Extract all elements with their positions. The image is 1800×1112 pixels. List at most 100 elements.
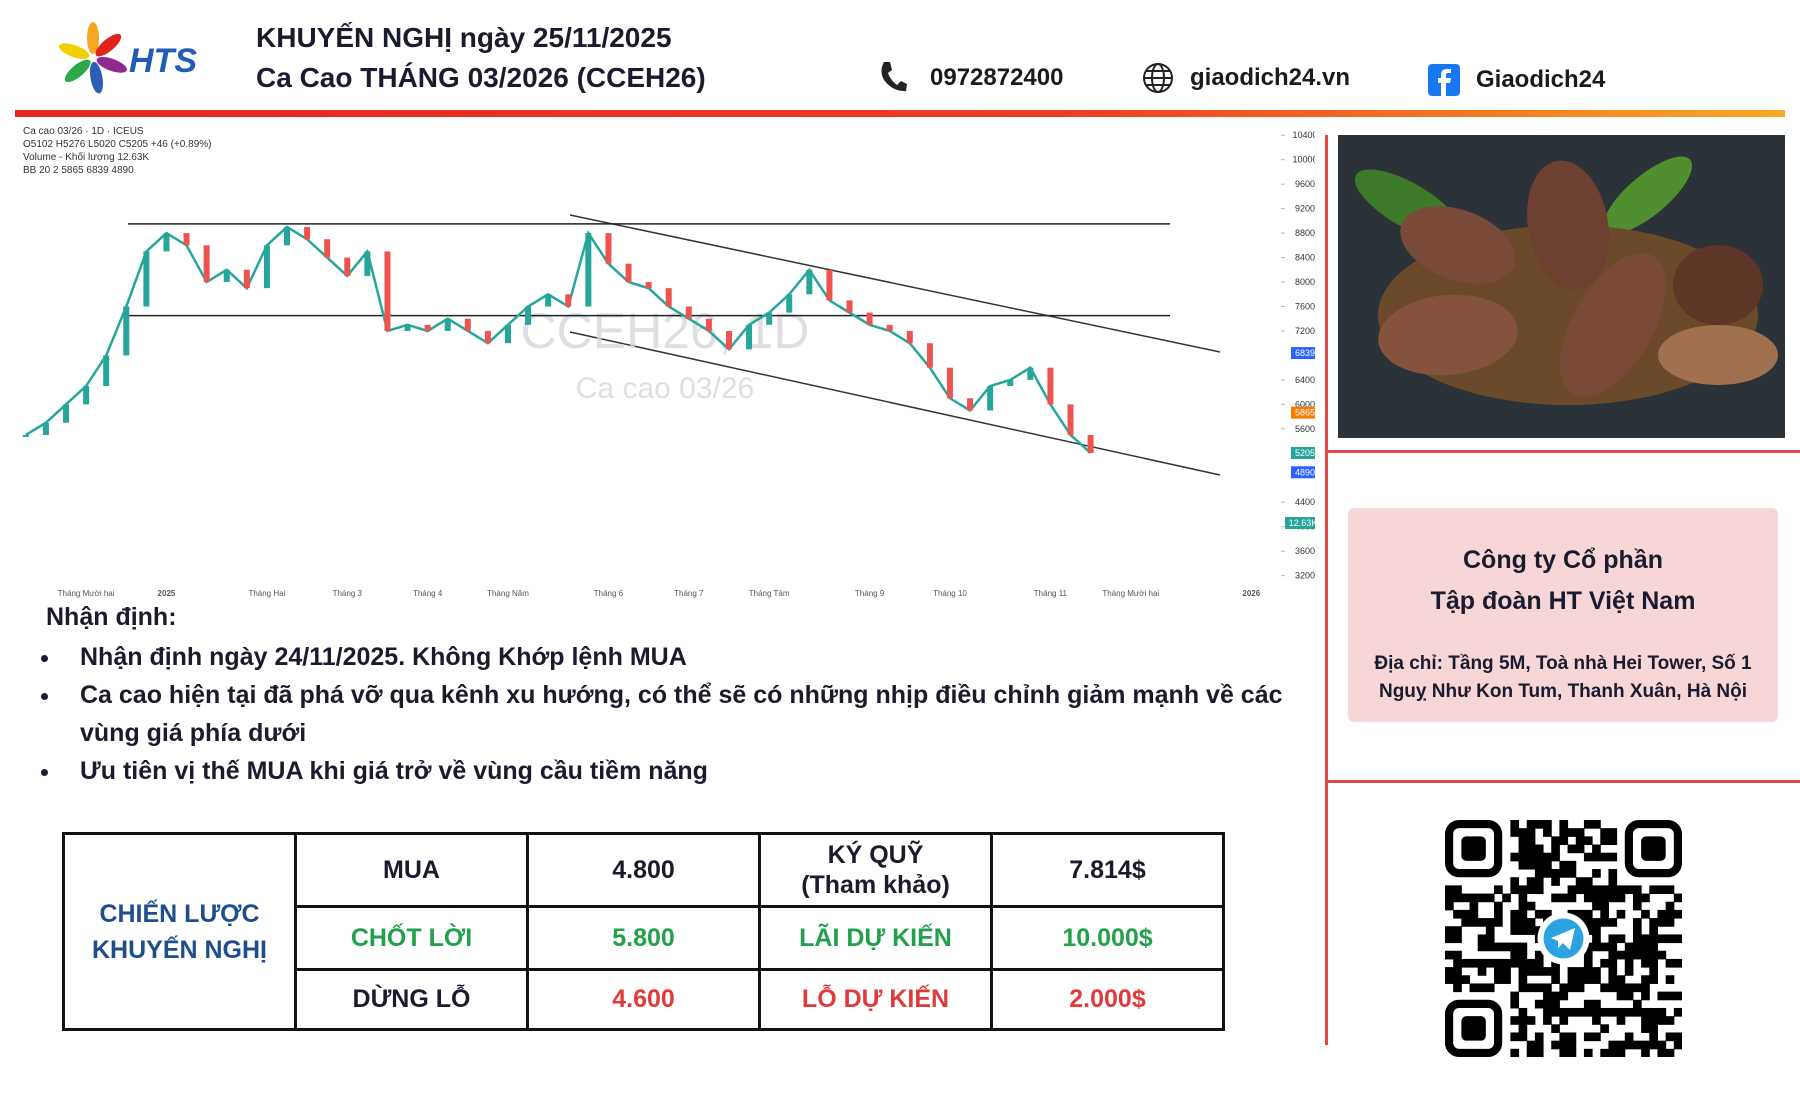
qr-module <box>1518 926 1528 935</box>
qr-module <box>1624 942 1634 952</box>
cell: 4.600 <box>526 968 761 1031</box>
cell-text: KÝ QUỸ <box>827 841 924 869</box>
candle <box>263 245 270 289</box>
qr-module <box>1665 909 1675 919</box>
qr-module <box>1583 967 1593 976</box>
qr-module <box>1559 1032 1569 1042</box>
candle <box>605 233 612 264</box>
cocoa-photo <box>1338 135 1785 438</box>
qr-module <box>1641 991 1650 1001</box>
candle <box>786 294 793 313</box>
qr-module <box>1608 877 1618 886</box>
logo: HTS <box>59 22 197 94</box>
qr-module <box>1518 1016 1528 1025</box>
candle <box>806 269 813 295</box>
price-badge <box>1291 347 1315 360</box>
qr-module <box>1445 934 1454 944</box>
qr-module <box>1518 836 1528 846</box>
qr-module <box>1592 869 1601 878</box>
qr-module <box>1543 1016 1552 1025</box>
qr-module <box>1526 1040 1536 1050</box>
watermark: CCEH26, 1D <box>521 303 810 359</box>
y-tick-label: 7600 <box>1295 302 1315 312</box>
candle <box>1007 379 1014 387</box>
chart-info: O5102 H5276 L5020 C5205 +46 (+0.89%) <box>23 139 211 150</box>
analysis-list: Nhận định ngày 24/11/2025. Không Khớp lệ… <box>32 638 1322 790</box>
qr-module <box>1567 869 1577 878</box>
qr-module <box>1575 844 1585 854</box>
qr-module <box>1559 836 1569 846</box>
qr-module <box>1510 1048 1520 1057</box>
price-badge <box>1291 447 1315 460</box>
qr-module <box>1518 885 1528 895</box>
qr-module <box>1551 844 1560 854</box>
company-name: Công ty Cổ phần Tập đoàn HT Việt Nam <box>1348 540 1778 622</box>
candle <box>1027 367 1034 380</box>
qr-module <box>1559 983 1569 993</box>
qr-finder <box>1445 999 1503 1057</box>
qr-module <box>1461 918 1471 927</box>
qr-module <box>1600 828 1609 837</box>
qr-module <box>1453 885 1462 895</box>
qr-module <box>1641 1024 1650 1033</box>
qr-finder <box>1445 820 1503 878</box>
candle <box>1047 367 1054 405</box>
qr-module <box>1502 893 1511 903</box>
candle <box>625 263 632 283</box>
qr-module <box>1543 1007 1552 1017</box>
qr-module <box>1510 1032 1520 1042</box>
y-tick-label: 9200 <box>1295 204 1315 214</box>
qr-module <box>1469 901 1479 911</box>
channel-line <box>569 331 1221 476</box>
qr-module <box>1657 1016 1667 1025</box>
price-badge-label: 4890 <box>1295 467 1315 477</box>
qr-module <box>1608 828 1618 837</box>
candle <box>766 312 773 325</box>
qr-module <box>1445 885 1454 895</box>
qr-module <box>1534 983 1544 993</box>
qr-module <box>1510 909 1520 919</box>
y-tick-label: 6400 <box>1295 375 1315 385</box>
qr-module <box>1559 893 1569 903</box>
qr-module <box>1632 934 1642 944</box>
qr-logo-plane <box>1551 928 1575 950</box>
qr-module <box>1534 999 1544 1009</box>
qr-module <box>1518 844 1528 854</box>
qr-module <box>1673 893 1682 903</box>
qr-module <box>1575 967 1585 976</box>
candle <box>284 226 290 246</box>
qr-finder <box>1624 820 1682 878</box>
price-badge <box>1291 466 1315 479</box>
qr-module <box>1518 1024 1528 1033</box>
qr-module <box>1494 901 1503 911</box>
x-tick-label: Tháng Tám <box>749 589 790 598</box>
qr-module <box>1543 991 1552 1001</box>
qr-module <box>1494 958 1503 968</box>
qr-module <box>1592 999 1601 1009</box>
qr-module <box>1608 950 1618 960</box>
qr-module <box>1608 885 1618 895</box>
qr-module <box>1608 975 1618 984</box>
candle <box>444 318 451 331</box>
x-tick-label: Tháng Mười hai <box>1102 589 1159 598</box>
qr-module <box>1518 828 1528 837</box>
candle <box>63 404 70 423</box>
qr-module <box>1665 975 1675 984</box>
qr-module <box>1510 991 1520 1001</box>
qr-module <box>1526 918 1536 927</box>
qr-module <box>1673 934 1682 944</box>
qr-module <box>1551 1007 1560 1017</box>
qr-module <box>1608 869 1618 878</box>
qr-module <box>1551 836 1560 846</box>
qr-module <box>1616 983 1626 993</box>
qr-module <box>1608 942 1618 952</box>
qr-module <box>1551 999 1560 1009</box>
qr-module <box>1518 942 1528 952</box>
qr-module <box>1673 991 1682 1001</box>
qr-module <box>1551 877 1560 886</box>
qr-module <box>1518 852 1528 862</box>
qr-module <box>1518 918 1528 927</box>
channel-line <box>569 214 1221 353</box>
qr-module <box>1559 1016 1569 1025</box>
qr-module <box>1657 1040 1667 1050</box>
